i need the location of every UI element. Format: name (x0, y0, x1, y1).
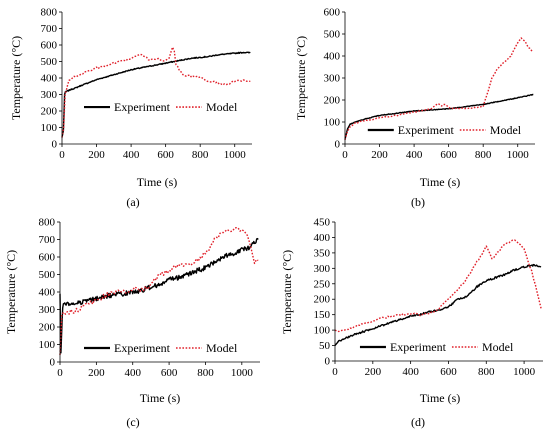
legend-label-model: Model (490, 123, 522, 137)
x-tick-label: 0 (332, 366, 338, 378)
xlabel-d: Time (s) (420, 391, 461, 405)
y-tick-label: 0 (335, 139, 341, 151)
y-tick-label: 200 (41, 106, 58, 118)
series-line-experiment (344, 93, 534, 140)
y-tick-label: 200 (314, 294, 331, 306)
series-line-model (61, 46, 251, 138)
x-tick-label: 200 (88, 149, 105, 161)
y-tick-label: 800 (39, 217, 56, 229)
y-tick-label: 400 (314, 232, 331, 244)
x-tick-label: 200 (371, 149, 388, 161)
x-tick-label: 400 (124, 367, 141, 379)
caption-b: (b) (411, 195, 425, 209)
chart-panel-c: 0 100 200 300 400 500 600 700 800 0 200 400 600 800 10… (4, 217, 260, 429)
y-tick-label: 250 (314, 278, 331, 290)
legend-label-model: Model (482, 340, 514, 354)
y-tick-label: 300 (324, 73, 341, 85)
x-tick-label: 200 (365, 366, 382, 378)
y-tick-label: 0 (50, 357, 56, 369)
x-tick-label: 600 (161, 367, 178, 379)
y-tick-label: 0 (52, 139, 58, 151)
y-tick-label: 500 (41, 56, 58, 68)
x-tick-label: 600 (440, 149, 457, 161)
y-tick-label: 400 (39, 287, 56, 299)
series-line-model (59, 227, 259, 356)
x-tick-label: 1000 (513, 366, 536, 378)
y-tick-label: 500 (324, 29, 341, 41)
y-tick-label: 100 (39, 339, 56, 351)
x-tick-label: 600 (440, 366, 457, 378)
y-tick-label: 700 (41, 23, 58, 35)
series-line-model (334, 239, 542, 333)
y-tick-label: 150 (314, 309, 331, 321)
x-tick-label: 600 (157, 149, 174, 161)
y-tick-label: 300 (39, 304, 56, 316)
x-tick-label: 400 (406, 149, 423, 161)
ylabel-d: Temperature (°C) (280, 250, 294, 334)
legend-label-experiment: Experiment (398, 123, 455, 137)
y-tick-label: 200 (39, 322, 56, 334)
x-tick-label: 800 (192, 149, 209, 161)
x-tick-label: 1000 (231, 367, 254, 379)
legend-label-model: Model (206, 341, 238, 355)
y-tick-label: 100 (324, 117, 341, 129)
y-tick-label: 50 (319, 340, 331, 352)
x-tick-label: 0 (59, 149, 65, 161)
y-tick-label: 100 (314, 325, 331, 337)
y-tick-label: 350 (314, 247, 331, 259)
x-tick-label: 800 (475, 149, 492, 161)
xlabel-b: Time (s) (420, 175, 461, 189)
x-tick-label: 400 (123, 149, 140, 161)
ylabel-a: Temperature (°C) (9, 36, 23, 120)
y-tick-label: 300 (41, 89, 58, 101)
x-tick-label: 200 (88, 367, 105, 379)
y-tick-label: 600 (39, 252, 56, 264)
y-tick-label: 300 (314, 263, 331, 275)
caption-d: (d) (411, 415, 425, 429)
caption-a: (a) (126, 195, 139, 209)
y-tick-label: 400 (324, 51, 341, 63)
x-tick-label: 1000 (507, 149, 530, 161)
chart-panel-d: 0 50 100 150 200 250 300 350 400 450 0 200 400 600 800… (280, 217, 543, 429)
caption-c: (c) (126, 415, 139, 429)
chart-panel-b: 0 100 200 300 400 500 600 0 200 400 600 800 1000 Expe… (294, 7, 535, 209)
xlabel-a: Time (s) (137, 175, 178, 189)
legend-label-experiment: Experiment (114, 100, 171, 114)
x-tick-label: 800 (478, 366, 495, 378)
y-tick-label: 500 (39, 269, 56, 281)
series-line-experiment (334, 263, 542, 347)
x-tick-label: 800 (197, 367, 214, 379)
series-line-experiment (59, 237, 259, 354)
y-tick-label: 600 (324, 7, 341, 19)
x-tick-label: 0 (342, 149, 348, 161)
y-tick-label: 450 (314, 217, 331, 229)
x-tick-label: 400 (402, 366, 419, 378)
series-line-experiment (61, 51, 251, 138)
y-tick-label: 0 (325, 356, 331, 368)
legend-label-experiment: Experiment (114, 341, 171, 355)
y-tick-label: 800 (41, 7, 58, 19)
x-tick-label: 1000 (224, 149, 247, 161)
y-tick-label: 100 (41, 122, 58, 134)
y-tick-label: 200 (324, 95, 341, 107)
ylabel-c: Temperature (°C) (4, 250, 18, 334)
y-tick-label: 600 (41, 40, 58, 52)
xlabel-c: Time (s) (140, 391, 181, 405)
ylabel-b: Temperature (°C) (294, 36, 308, 120)
chart-panel-a: 0 100 200 300 400 500 600 700 800 0 200 400 600 800 10… (9, 7, 252, 209)
legend-label-experiment: Experiment (390, 340, 447, 354)
legend-label-model: Model (206, 100, 238, 114)
y-tick-label: 700 (39, 234, 56, 246)
y-tick-label: 400 (41, 73, 58, 85)
x-tick-label: 0 (57, 367, 63, 379)
